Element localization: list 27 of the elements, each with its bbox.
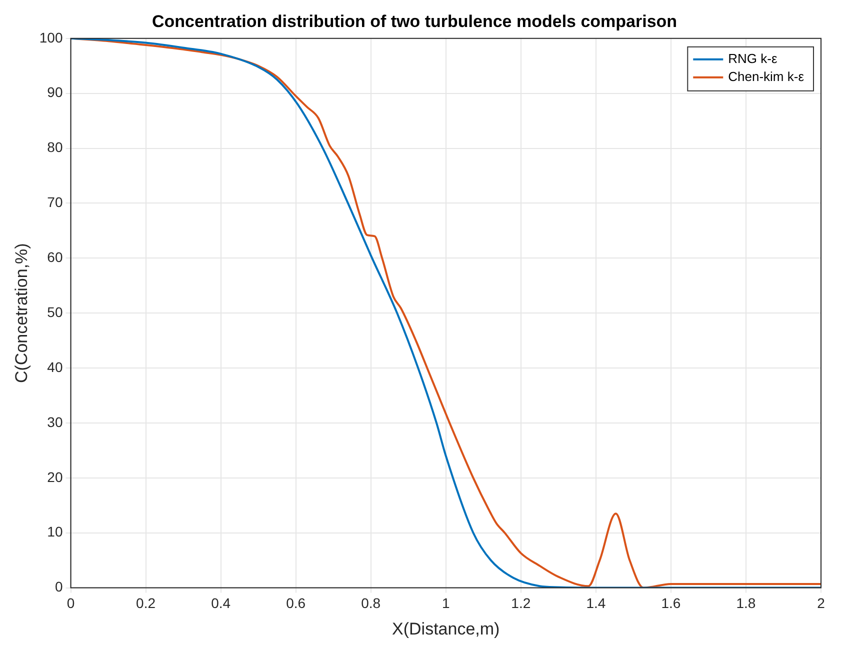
y-tick-label: 90 (47, 84, 63, 100)
x-tick-label: 2 (817, 595, 826, 612)
x-tick-label: 0.8 (361, 595, 381, 612)
chart-title: Concentration distribution of two turbulence models comparison (152, 12, 678, 31)
x-tick-label: 1 (442, 595, 450, 612)
x-tick-label: 0 (66, 595, 75, 612)
x-tick-label: 1.4 (586, 595, 606, 612)
y-tick-label: 60 (47, 249, 63, 266)
y-tick-label: 50 (47, 304, 63, 320)
x-tick-label: 0.6 (286, 595, 306, 612)
x-axis-title: X(Distance,m) (392, 619, 500, 638)
legend-label: Chen-kim k-ε (728, 68, 804, 84)
y-tick-label: 70 (47, 194, 63, 210)
y-tick-label: 30 (47, 414, 63, 430)
x-tick-label: 1.2 (511, 595, 531, 612)
x-tick-label: 0.4 (211, 595, 231, 612)
x-tick-label: 1.6 (661, 595, 681, 612)
x-tick-label: 0.2 (136, 595, 156, 612)
y-axis-title: C(Concetration,%) (12, 243, 31, 384)
y-tick-label: 80 (47, 139, 63, 156)
y-tick-label: 0 (54, 578, 63, 595)
x-tick-label: 1.8 (736, 595, 756, 612)
y-tick-label: 100 (39, 29, 63, 46)
legend-label: RNG k-ε (728, 50, 778, 66)
y-tick-label: 20 (47, 468, 63, 485)
y-tick-label: 40 (47, 358, 63, 375)
y-tick-label: 10 (47, 524, 63, 540)
